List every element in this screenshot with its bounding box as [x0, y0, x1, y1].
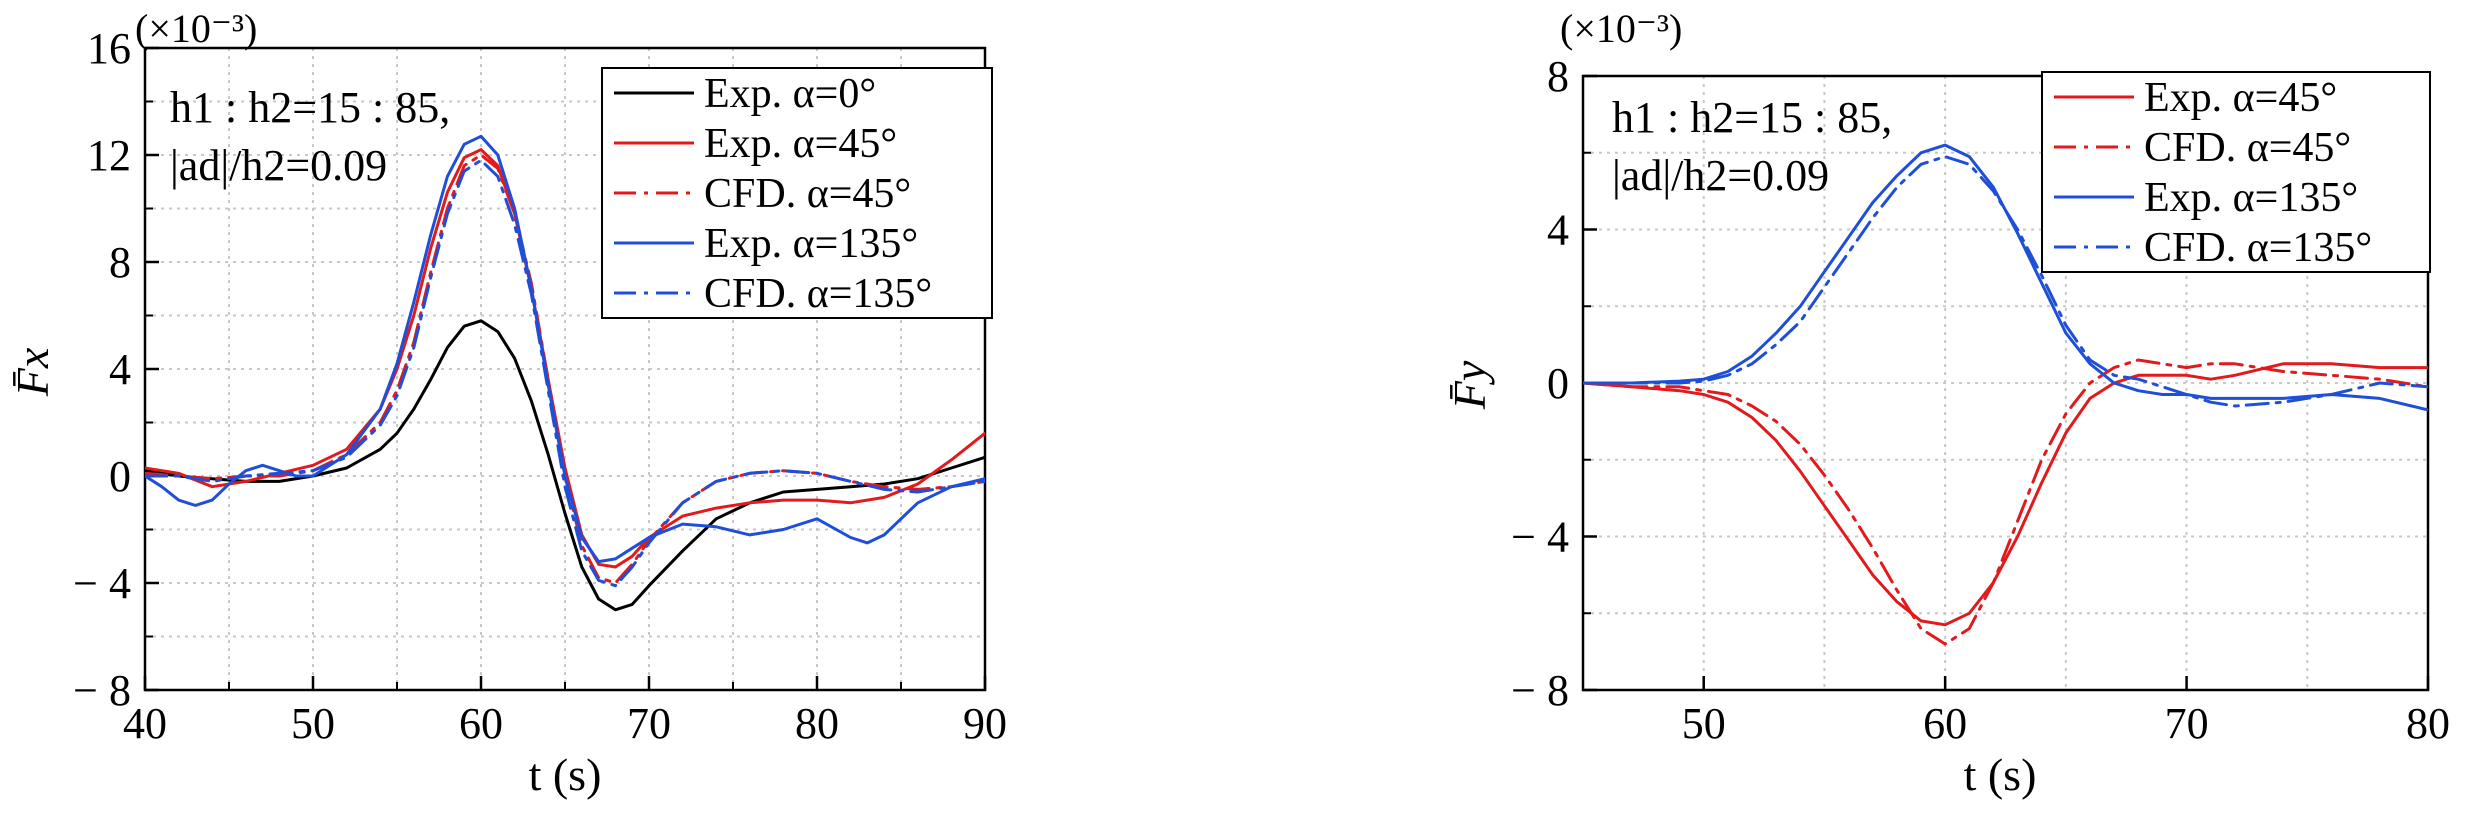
legend: Exp. α=0°Exp. α=45°CFD. α=45°Exp. α=135°… — [601, 67, 993, 319]
legend-entry: Exp. α=45° — [704, 121, 897, 167]
series-line-1 — [1583, 358, 2428, 646]
series-group — [1583, 143, 2428, 646]
x-axis-title: t (s) — [529, 749, 602, 800]
y-tick-label: 12 — [87, 131, 131, 180]
series-line-3 — [1583, 155, 2428, 408]
y-tick-label: − 8 — [73, 666, 131, 715]
legend-box — [2041, 71, 2431, 273]
legend: Exp. α=45°CFD. α=45°Exp. α=135°CFD. α=13… — [2041, 71, 2431, 273]
x-tick-label: 50 — [291, 699, 335, 748]
y-tick-label: 4 — [1547, 206, 1569, 255]
series-line-2 — [1583, 143, 2428, 412]
legend-entry: CFD. α=135° — [2144, 225, 2372, 271]
y-tick-label: − 4 — [73, 559, 131, 608]
y-tick-label: 4 — [109, 345, 131, 394]
series-line-0 — [145, 319, 985, 612]
x-axis-title: t (s) — [1964, 749, 2037, 800]
y-tick-label: − 4 — [1511, 513, 1569, 562]
y-tick-label: − 8 — [1511, 666, 1569, 715]
x-tick-label: 70 — [627, 699, 671, 748]
parameter-annotation: h1 : h2=15 : 85, |ad|/h2=0.09 — [1612, 93, 1892, 200]
legend-entry: Exp. α=0° — [704, 71, 876, 117]
y-scale-multiplier: (×10⁻³) — [135, 6, 257, 51]
x-tick-label: 70 — [2165, 699, 2209, 748]
annotation-line: |ad|/h2=0.09 — [1612, 151, 1829, 200]
x-tick-label: 60 — [1923, 699, 1967, 748]
x-tick-label: 80 — [2406, 699, 2450, 748]
y-scale-multiplier: (×10⁻³) — [1560, 6, 1682, 51]
axis-ticks — [143, 46, 987, 692]
y-axis-title: F̄y — [1444, 360, 1495, 410]
y-tick-label: 0 — [1547, 359, 1569, 408]
legend-entry: CFD. α=45° — [2144, 125, 2351, 171]
y-tick-label: 8 — [109, 238, 131, 287]
annotation-line: h1 : h2=15 : 85, — [170, 83, 450, 132]
legend-entry: Exp. α=135° — [704, 221, 918, 267]
x-tick-label: 90 — [963, 699, 1007, 748]
x-tick-label: 60 — [459, 699, 503, 748]
x-tick-label: 50 — [1682, 699, 1726, 748]
chart-panel-fy: 50 60 70 80 − 8 − 4 0 4 8(×10⁻³) F̄y t (s) h1 : h2=… — [1444, 6, 2450, 800]
legend-entry: CFD. α=135° — [704, 271, 932, 317]
x-tick-label: 80 — [795, 699, 839, 748]
y-axis-title: F̄x — [7, 347, 58, 397]
legend-entry: CFD. α=45° — [704, 171, 911, 217]
x-tick-label: 40 — [123, 699, 167, 748]
legend-entry: Exp. α=45° — [2144, 75, 2337, 121]
series-line-4 — [145, 158, 985, 588]
parameter-annotation: h1 : h2=15 : 85, |ad|/h2=0.09 — [170, 83, 450, 190]
legend-entry: Exp. α=135° — [2144, 175, 2358, 221]
annotation-line: h1 : h2=15 : 85, — [1612, 93, 1892, 142]
series-line-0 — [1583, 362, 2428, 627]
series-group — [145, 134, 985, 612]
annotation-line: |ad|/h2=0.09 — [170, 141, 387, 190]
series-line-3 — [145, 134, 985, 564]
chart-panel-fx: 40 50 60 70 80 90 − 8 − 4 0 4 8 12 16 (×10⁻³) F̄x t (s)… — [7, 6, 1007, 800]
y-tick-label: 8 — [1547, 52, 1569, 101]
y-tick-label: 16 — [87, 24, 131, 73]
y-tick-label: 0 — [109, 452, 131, 501]
